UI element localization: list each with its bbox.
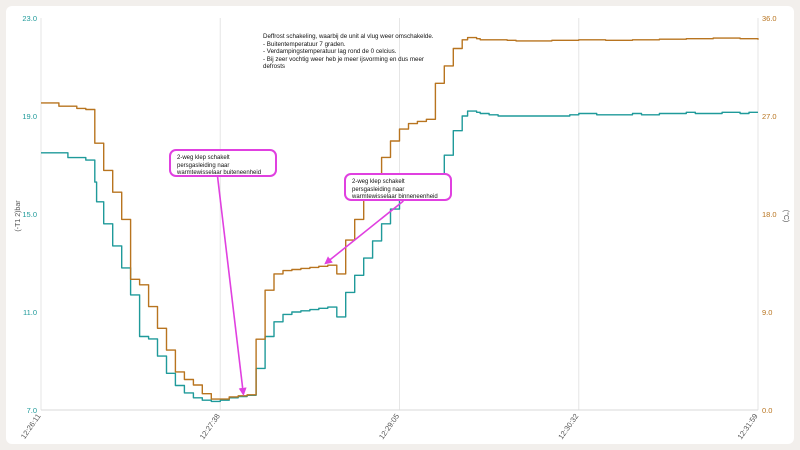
note-line: - Bij zeer vochtig weer heb je meer ijsv… [263,55,424,63]
callout-line: warmtewisselaar binneneenheid [352,194,438,200]
right-tick-label: 18.0 [762,210,777,219]
right-tick-label: 9.0 [762,308,772,317]
right-axis-title: (°C) [782,210,790,223]
x-tick-label: 12:29:05 [377,412,401,441]
line-chart: 7.0 11.0 15.0 19.0 23.0 0.0 9.0 18.0 27.0 36.0 1… [15,14,790,441]
annotation-arrow [324,200,404,265]
chart-panel: 7.0 11.0 15.0 19.0 23.0 0.0 9.0 18.0 27.0 36.0 1… [6,6,794,444]
annotation-callout-outdoor: 2-weg klep schakelt persgasleiding naar … [169,149,277,177]
note-line: - Verdampingstemperatuur lag rond de 0 c… [263,48,397,56]
callout-line: warmtewisselaar buiteneenheid [177,170,262,176]
left-tick-label: 15.0 [22,210,37,219]
left-tick-label: 7.0 [27,406,37,415]
note-line: - Buitentemperatuur 7 graden. [263,40,346,48]
annotation-arrow [216,176,247,396]
callout-line: 2-weg klep schakelt persgasleiding naar [177,155,230,169]
series-line-1 [41,110,758,403]
left-axis-ticks: 7.0 11.0 15.0 19.0 23.0 [22,14,37,415]
x-axis-ticks: 12:26:11 12:27:38 12:29:05 12:30:32 12:31:59 [19,412,760,441]
note-line: defrosts [263,63,286,71]
annotation-callout-indoor: 2-weg klep schakelt persgasleiding naar … [344,173,452,201]
x-tick-label: 12:27:38 [198,412,222,441]
grid-lines [40,18,759,411]
callout-line: 2-weg klep schakelt persgasleiding naar [352,179,405,193]
right-tick-label: 36.0 [762,14,777,23]
left-tick-label: 19.0 [22,112,37,121]
x-tick-label: 12:31:59 [736,412,760,441]
right-tick-label: 0.0 [762,406,772,415]
right-axis-ticks: 0.0 9.0 18.0 27.0 36.0 [762,14,777,415]
annotation-arrows [216,176,404,396]
note-line: Deffrost schakeling, waarbij de unit al … [263,33,434,40]
left-axis-title: (-T1 2)bar [15,200,22,232]
x-tick-label: 12:26:11 [19,412,43,441]
chart-note: Deffrost schakeling, waarbij de unit al … [263,33,463,71]
x-tick-label: 12:30:32 [556,412,580,441]
left-tick-label: 23.0 [22,14,37,23]
right-tick-label: 27.0 [762,112,777,121]
left-tick-label: 11.0 [23,308,37,317]
